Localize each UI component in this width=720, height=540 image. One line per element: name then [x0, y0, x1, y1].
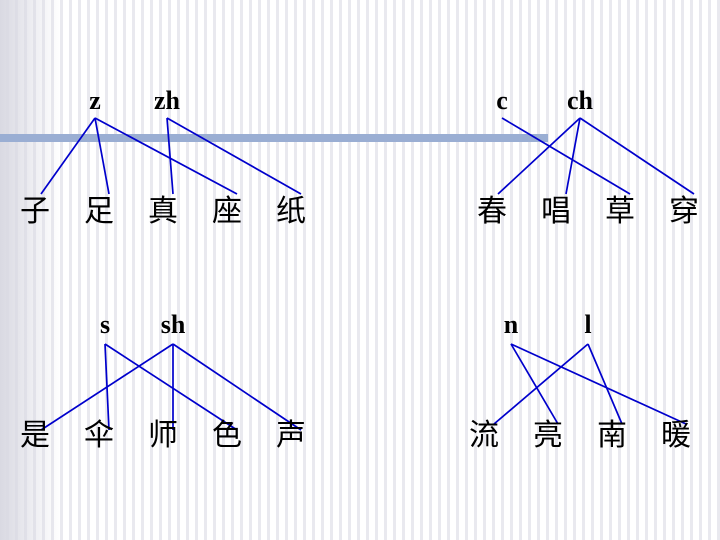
link-line-1-3	[579, 117, 695, 195]
character-0-0: 子	[20, 194, 50, 229]
link-line-1-1	[497, 117, 581, 195]
link-line-3-3	[587, 343, 623, 425]
link-line-3-2	[493, 343, 589, 425]
character-1-3: 穿	[669, 194, 699, 229]
initial-s: s	[99, 310, 111, 339]
character-1-2: 草	[605, 194, 635, 229]
character-1-1: 唱	[541, 194, 571, 229]
character-0-1: 足	[84, 194, 114, 229]
character-0-3: 座	[212, 194, 242, 229]
slide-side-shade	[0, 0, 60, 540]
link-line-2-1	[104, 343, 238, 431]
initial-zh: zh	[154, 86, 180, 115]
character-2-3: 色	[212, 418, 242, 453]
initial-c: c	[496, 86, 508, 115]
character-3-3: 暖	[661, 418, 691, 453]
link-line-2-2	[40, 343, 174, 431]
initial-ch: ch	[567, 86, 593, 115]
initial-z: z	[89, 86, 101, 115]
character-2-1: 伞	[84, 418, 114, 453]
link-line-0-0	[40, 117, 96, 195]
link-line-3-0	[510, 343, 559, 425]
link-line-1-0	[501, 117, 631, 195]
character-0-4: 纸	[276, 194, 306, 229]
link-line-3-1	[510, 343, 687, 425]
initial-l: l	[584, 310, 592, 339]
character-3-0: 流	[469, 418, 499, 453]
link-line-1-2	[565, 117, 581, 195]
initial-sh: sh	[160, 310, 186, 339]
link-line-0-3	[166, 117, 174, 195]
character-3-1: 亮	[533, 418, 563, 453]
link-line-0-1	[94, 117, 110, 195]
character-3-2: 南	[597, 418, 627, 453]
character-1-0: 春	[477, 194, 507, 229]
divider-bar	[0, 134, 548, 142]
initial-n: n	[503, 310, 519, 339]
character-2-4: 声	[276, 418, 306, 453]
character-0-2: 真	[148, 194, 178, 229]
character-2-2: 师	[148, 418, 178, 453]
link-line-0-4	[166, 117, 302, 195]
character-2-0: 是	[20, 418, 50, 453]
link-line-2-4	[172, 343, 302, 431]
link-line-0-2	[94, 117, 238, 195]
